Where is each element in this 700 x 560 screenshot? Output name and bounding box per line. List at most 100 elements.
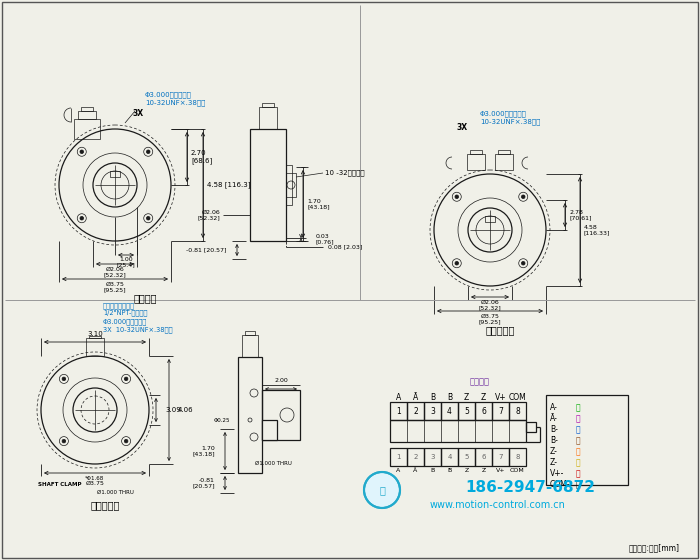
Text: 6: 6 <box>482 454 486 460</box>
Bar <box>74 119 100 139</box>
Bar <box>492 402 509 420</box>
Bar <box>259 107 277 129</box>
Text: Ā-: Ā- <box>550 414 558 423</box>
Bar <box>110 171 120 177</box>
Text: 1: 1 <box>396 407 401 416</box>
Bar <box>467 154 485 170</box>
Text: 6: 6 <box>481 407 486 416</box>
Text: SHAFT CLAMP: SHAFT CLAMP <box>38 482 82 487</box>
Text: *Φ1.68: *Φ1.68 <box>85 475 104 480</box>
Text: 0.03
[0.76]: 0.03 [0.76] <box>316 234 335 244</box>
Text: 兰: 兰 <box>576 425 580 434</box>
Circle shape <box>455 195 458 199</box>
Bar <box>441 402 458 420</box>
Bar <box>470 150 482 154</box>
Bar <box>89 336 101 338</box>
Text: 7: 7 <box>498 454 503 460</box>
Text: 10-32UNF×.38深在: 10-32UNF×.38深在 <box>145 100 205 106</box>
Bar <box>81 107 93 111</box>
Text: V+: V+ <box>496 468 505 473</box>
Text: 3X  10-32UNF×.38深在: 3X 10-32UNF×.38深在 <box>103 326 172 333</box>
Text: 186-2947-6872: 186-2947-6872 <box>465 480 595 496</box>
Text: A: A <box>396 394 401 403</box>
Text: 端子盒输出: 端子盒输出 <box>90 500 120 510</box>
Text: B-: B- <box>550 425 558 434</box>
Text: V+-: V+- <box>550 469 564 478</box>
Text: 4.06: 4.06 <box>178 407 194 413</box>
Text: 2.78
[70.61]: 2.78 [70.61] <box>569 209 591 221</box>
Text: 尺寸单位:英寸[mm]: 尺寸单位:英寸[mm] <box>629 544 680 553</box>
Text: 3.09: 3.09 <box>165 407 181 413</box>
Bar <box>242 335 258 357</box>
Text: 标准外壳: 标准外壳 <box>133 293 157 303</box>
Text: 7: 7 <box>498 407 503 416</box>
Text: 3: 3 <box>430 407 435 416</box>
Bar <box>492 448 509 466</box>
Text: Ø3.75
[95.25]: Ø3.75 [95.25] <box>479 314 501 324</box>
Bar <box>407 448 424 466</box>
Text: B̄: B̄ <box>447 468 452 473</box>
Text: 2: 2 <box>413 454 418 460</box>
Text: COM: COM <box>510 468 525 473</box>
Text: 4: 4 <box>447 407 452 416</box>
Text: Ø2.06
[52.32]: Ø2.06 [52.32] <box>479 300 501 310</box>
Bar <box>475 402 492 420</box>
Text: 1.00
[25.4]: 1.00 [25.4] <box>117 256 135 267</box>
Text: 1.70
[43.18]: 1.70 [43.18] <box>193 446 215 456</box>
Text: Φ3.000螺栓圆周上: Φ3.000螺栓圆周上 <box>480 111 527 117</box>
Text: Z: Z <box>464 468 468 473</box>
Circle shape <box>125 439 128 443</box>
Text: 3X: 3X <box>456 124 468 133</box>
Text: Φ3.000螺栓圆周上: Φ3.000螺栓圆周上 <box>145 92 192 99</box>
Text: -0.81
[20.57]: -0.81 [20.57] <box>193 478 215 488</box>
Text: 2.70
[68.6]: 2.70 [68.6] <box>191 150 212 164</box>
Text: Ø2.06
[52.32]: Ø2.06 [52.32] <box>197 209 220 221</box>
Bar <box>390 420 526 442</box>
Text: B̄: B̄ <box>447 394 452 403</box>
Text: 10-32UNF×.38深在: 10-32UNF×.38深在 <box>480 119 540 125</box>
Bar <box>238 357 262 473</box>
Text: Φ3.000螺栓圆周上: Φ3.000螺栓圆周上 <box>103 319 147 325</box>
Text: Ā: Ā <box>414 468 418 473</box>
Circle shape <box>522 195 525 199</box>
Text: 1: 1 <box>396 454 400 460</box>
Bar <box>262 103 274 107</box>
Bar <box>250 129 286 241</box>
Bar <box>407 402 424 420</box>
Text: 3: 3 <box>430 454 435 460</box>
Text: COM-: COM- <box>550 480 570 489</box>
Text: B̄-: B̄- <box>550 436 558 445</box>
Bar <box>441 448 458 466</box>
Text: 提供可拆卸的塞子: 提供可拆卸的塞子 <box>103 303 135 309</box>
Text: 5: 5 <box>464 454 469 460</box>
Text: 4.58 [116.3]: 4.58 [116.3] <box>207 181 251 188</box>
Text: 红: 红 <box>576 469 580 478</box>
Text: 2: 2 <box>413 407 418 416</box>
Bar <box>546 395 628 485</box>
Text: 联: 联 <box>379 485 385 495</box>
Text: Z̄: Z̄ <box>482 468 486 473</box>
Bar <box>458 448 475 466</box>
Text: 0.08 [2.03]: 0.08 [2.03] <box>328 245 363 250</box>
Text: 1/2"NPT-典型两端: 1/2"NPT-典型两端 <box>103 310 148 316</box>
Text: A: A <box>396 468 400 473</box>
Text: Φ0.25: Φ0.25 <box>214 418 230 422</box>
Bar <box>458 402 475 420</box>
Circle shape <box>522 262 525 265</box>
Text: 1.70
[43.18]: 1.70 [43.18] <box>307 199 330 209</box>
Text: Ø3.75
[95.25]: Ø3.75 [95.25] <box>104 282 126 292</box>
Bar <box>286 165 292 205</box>
Text: 黑: 黑 <box>576 480 580 489</box>
Bar <box>424 402 441 420</box>
Bar <box>78 111 96 119</box>
Text: Z̄-: Z̄- <box>550 458 558 467</box>
Text: 双兖余输出: 双兖余输出 <box>485 325 514 335</box>
Text: Ø1.000 THRU: Ø1.000 THRU <box>97 489 134 494</box>
Text: V+: V+ <box>495 394 506 403</box>
Text: Ø1.000 THRU: Ø1.000 THRU <box>255 460 292 465</box>
Text: B: B <box>430 468 435 473</box>
Text: www.motion-control.com.cn: www.motion-control.com.cn <box>430 500 566 510</box>
Text: B: B <box>430 394 435 403</box>
Text: 3X: 3X <box>133 109 144 118</box>
Text: 棕: 棕 <box>576 436 580 445</box>
